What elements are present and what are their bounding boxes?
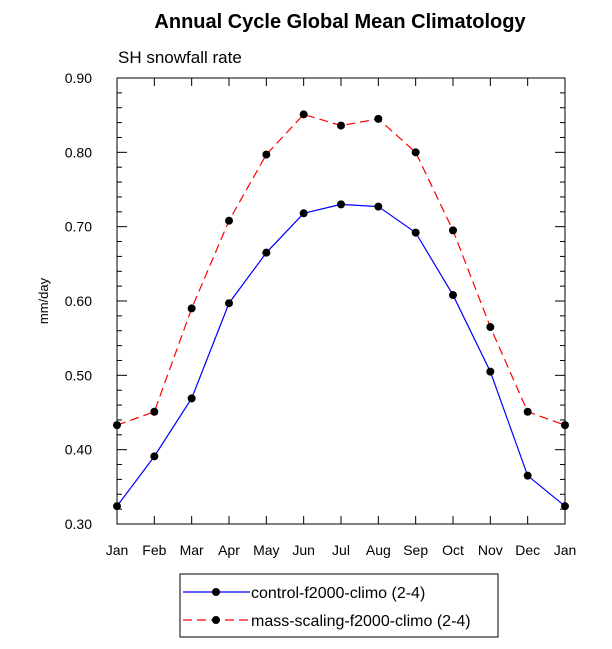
legend-marker-1	[212, 588, 220, 596]
y-tick-label: 0.40	[65, 442, 92, 458]
legend: control-f2000-climo (2-4) mass-scaling-f2…	[183, 585, 471, 630]
series-1-point	[150, 452, 159, 461]
series-2-point	[561, 421, 569, 430]
x-tick-label: Feb	[142, 542, 166, 558]
y-tick-label: 0.90	[65, 70, 92, 86]
chart-title: Annual Cycle Global Mean Climatology	[154, 11, 526, 33]
series-2-point	[523, 407, 532, 416]
series-2-point	[262, 150, 271, 159]
series-2-point	[337, 121, 345, 130]
plot-frame	[116, 77, 566, 525]
data-series	[113, 110, 569, 511]
series-1-point	[113, 502, 121, 511]
series-1-point	[411, 228, 420, 237]
legend-marker-2	[212, 616, 220, 624]
x-tick-label: Jul	[332, 542, 350, 558]
x-tick-label: Nov	[478, 542, 503, 558]
legend-label-2: mass-scaling-f2000-climo (2-4)	[251, 613, 471, 630]
series-2-point	[187, 304, 196, 313]
axis-ticks	[116, 77, 566, 525]
series-1-point	[262, 248, 271, 257]
series-line-2	[116, 113, 566, 426]
x-tick-labels: Jan Feb Mar Apr May Jun Jul Aug Sep Oct Nov Dec Jan	[106, 542, 577, 558]
series-1-point	[486, 367, 495, 376]
series-2-point	[411, 148, 420, 157]
x-tick-label: Jan	[106, 542, 129, 558]
series-2-point	[150, 407, 159, 416]
x-tick-label: Apr	[218, 542, 240, 558]
series-1-point	[374, 202, 383, 211]
y-tick-label: 0.30	[65, 516, 92, 532]
series-2-point	[486, 323, 495, 332]
series-1-point	[523, 471, 532, 480]
series-2-point	[374, 114, 383, 123]
series-2-point	[449, 226, 457, 235]
legend-label-1: control-f2000-climo (2-4)	[251, 585, 425, 602]
series-1-point	[561, 502, 569, 511]
series-2-point	[113, 421, 121, 430]
y-tick-labels: 0.30 0.40 0.50 0.60 0.70 0.80 0.90	[65, 70, 92, 532]
x-tick-label: Jun	[292, 542, 315, 558]
chart-subtitle: SH snowfall rate	[118, 48, 242, 67]
x-tick-label: Aug	[366, 542, 391, 558]
x-tick-label: Jan	[554, 542, 577, 558]
x-tick-label: Mar	[180, 542, 204, 558]
legend-box	[179, 573, 499, 638]
series-1-point	[337, 200, 345, 209]
x-tick-label: May	[253, 542, 279, 558]
series-1-point	[299, 209, 308, 218]
x-tick-label: Dec	[515, 542, 540, 558]
series-2-point	[299, 110, 308, 119]
series-1-point	[225, 299, 233, 308]
y-axis-label: mm/day	[36, 277, 51, 324]
series-2-point	[225, 216, 233, 225]
series-1-point	[449, 291, 457, 300]
y-tick-label: 0.70	[65, 219, 92, 235]
series-1-point	[187, 394, 196, 403]
y-tick-label: 0.60	[65, 293, 92, 309]
x-tick-label: Oct	[442, 542, 464, 558]
x-tick-label: Sep	[403, 542, 428, 558]
y-tick-label: 0.50	[65, 367, 92, 383]
series-line-1	[116, 203, 566, 507]
y-tick-label: 0.80	[65, 144, 92, 160]
